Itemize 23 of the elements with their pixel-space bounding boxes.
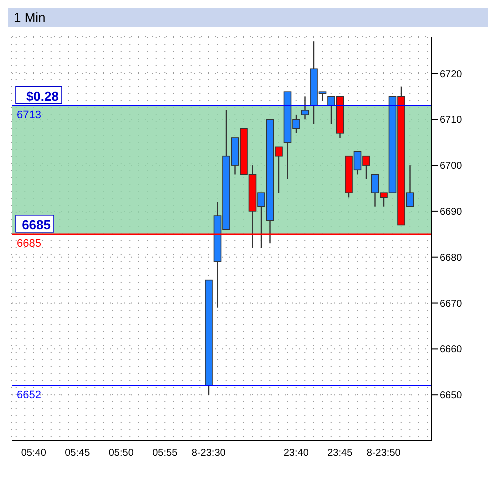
x-tick-label: 23:40 — [284, 448, 310, 460]
x-tick-label: 05:40 — [21, 448, 47, 460]
chart-title: 1 Min — [8, 8, 488, 27]
y-tick-label: 6720 — [440, 69, 463, 80]
y-tick-label: 6660 — [440, 344, 463, 356]
y-tick-label: 6680 — [440, 252, 463, 264]
candlestick — [301, 96, 310, 120]
y-tick-label: 6710 — [440, 115, 463, 126]
annotation: $0.28 — [26, 88, 59, 104]
y-tick-label: 6700 — [440, 161, 463, 172]
x-tick-label: 05:50 — [108, 448, 134, 460]
y-tick-label: 6690 — [440, 207, 463, 218]
annotation: 6685 — [22, 217, 51, 232]
ref-line-label: 6652 — [17, 390, 42, 402]
ref-line-label: 6713 — [17, 110, 42, 122]
ref-line-label: 6685 — [17, 238, 42, 250]
y-tick-label: 6650 — [440, 390, 463, 402]
x-tick-label: 8-23:50 — [366, 448, 402, 460]
x-tick-label: 05:45 — [65, 448, 91, 460]
x-tick-label: 05:55 — [152, 448, 178, 460]
x-tick-label: 8-23:30 — [192, 448, 226, 460]
x-tick-label: 23:45 — [328, 448, 354, 460]
y-tick-label: 6670 — [440, 298, 463, 310]
